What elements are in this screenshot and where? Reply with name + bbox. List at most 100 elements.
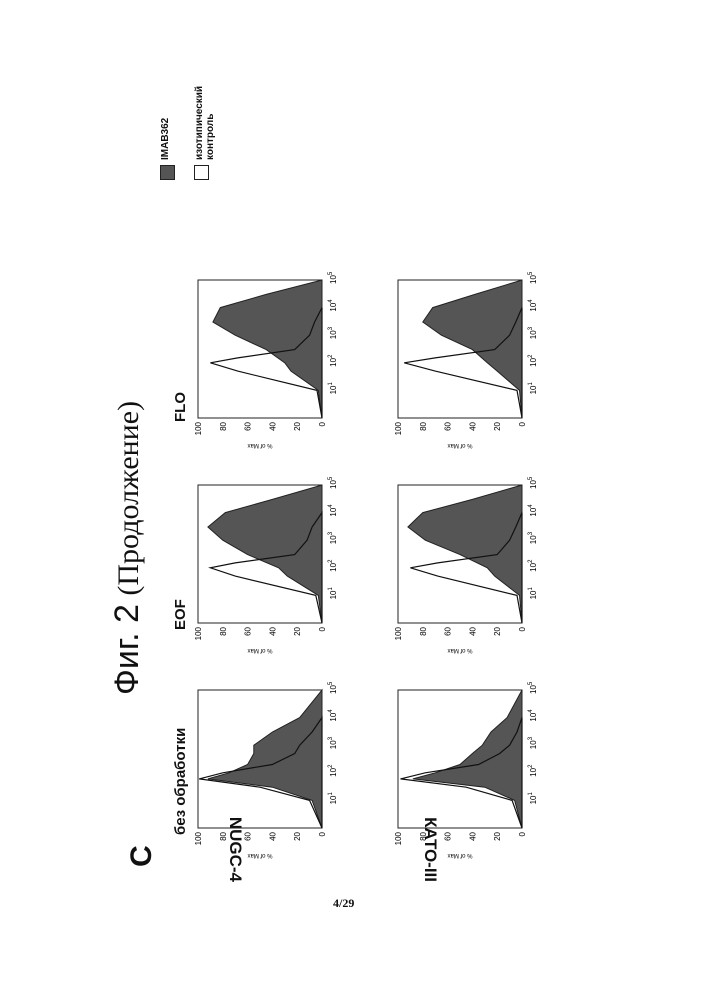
y-tick-label: 40 [468,626,477,635]
x-tick-label: 101 [328,381,338,394]
series-imab362-area [207,484,323,624]
y-tick-label: 100 [194,831,203,845]
y-tick-label: 0 [318,421,327,426]
x-tick-label: 102 [328,354,338,367]
y-tick-label: 60 [444,626,453,635]
x-tick-label: 102 [328,559,338,572]
histogram-nugc4-untreated: 0 20 40 60 80 100 101 102 103 104 105 % of Max [194,681,353,860]
legend-label-imab362: IMAB362 [160,117,171,160]
x-tick-label: 103 [528,736,538,749]
series-isotype-line [199,715,323,829]
series-isotype-line [400,717,523,829]
y-axis-label: % of Max [247,852,272,858]
legend-item-imab362: IMAB362 [160,90,194,180]
x-tick-label: 105 [528,476,538,489]
y-tick-label: 20 [493,831,502,840]
histogram-svg: 0 20 40 60 80 100 101 102 103 104 105 % of Max [394,681,538,858]
y-tick-label: 0 [518,626,527,631]
y-tick-label: 80 [219,421,228,430]
x-tick-label: 103 [328,736,338,749]
x-tick-label: 101 [328,586,338,599]
series-isotype-line [210,307,323,419]
y-tick-label: 40 [268,421,277,430]
series-imab362-area [207,688,323,829]
x-tick-label: 102 [528,559,538,572]
x-tick-label: 101 [528,586,538,599]
y-tick-label: 40 [468,421,477,430]
x-tick-label: 104 [328,504,338,517]
x-tick-label: 104 [528,299,538,312]
x-tick-label: 101 [328,791,338,804]
y-axis-label: % of Max [447,647,472,653]
y-tick-label: 0 [318,626,327,631]
y-tick-label: 20 [293,421,302,430]
y-tick-label: 60 [244,626,253,635]
histogram-svg: 0 20 40 60 80 100 101 102 103 104 105 % of Max [194,476,338,653]
x-tick-label: 103 [528,326,538,339]
y-tick-label: 80 [419,626,428,635]
y-tick-label: 60 [444,421,453,430]
figure-title-sub: (Продолжение) [112,400,145,596]
x-tick-label: 105 [328,476,338,489]
panel-letter: C [125,845,158,867]
histogram-svg: 0 20 40 60 80 100 101 102 103 104 105 % of Max [394,271,538,448]
y-tick-label: 80 [219,831,228,840]
column-label-eof: EOF [172,599,189,630]
x-tick-label: 102 [328,764,338,777]
x-tick-label: 105 [528,271,538,284]
x-tick-label: 105 [328,271,338,284]
y-tick-label: 0 [518,421,527,426]
histogram-kato3-untreated: 0 20 40 60 80 100 101 102 103 104 105 % of Max [394,681,553,860]
y-axis-label: % of Max [447,852,472,858]
y-axis-label: % of Max [247,442,272,448]
y-tick-label: 80 [419,831,428,840]
y-tick-label: 20 [293,831,302,840]
series-imab362-area [212,279,323,419]
histogram-kato3-eof: 0 20 40 60 80 100 101 102 103 104 105 % of Max [394,476,553,655]
y-tick-label: 0 [318,831,327,836]
series-imab362-area [422,279,523,419]
column-label-untreated: без обработки [172,727,189,835]
figure-title-main: Фиг. 2 [108,604,146,695]
y-axis-label: % of Max [247,647,272,653]
x-tick-label: 105 [328,681,338,694]
y-tick-label: 60 [444,831,453,840]
series-imab362-area [412,689,523,829]
y-tick-label: 60 [244,831,253,840]
x-tick-label: 103 [328,326,338,339]
y-tick-label: 100 [194,421,203,435]
histogram-nugc4-eof: 0 20 40 60 80 100 101 102 103 104 105 % of Max [194,476,353,655]
legend-swatch-filled [160,165,175,180]
y-tick-label: 20 [493,421,502,430]
series-isotype-line [208,510,323,624]
x-tick-label: 101 [528,381,538,394]
histogram-svg: 0 20 40 60 80 100 101 102 103 104 105 % of Max [194,681,338,858]
series-isotype-line [404,307,523,419]
histogram-nugc4-flo: 0 20 40 60 80 100 101 102 103 104 105 % of Max [194,271,353,450]
x-tick-label: 102 [528,354,538,367]
legend-item-isotype: изотипический контроль [194,86,228,180]
x-tick-label: 103 [328,531,338,544]
y-tick-label: 40 [468,831,477,840]
histogram-svg: 0 20 40 60 80 100 101 102 103 104 105 % of Max [394,476,538,653]
y-tick-label: 100 [394,626,403,640]
y-tick-label: 100 [394,421,403,435]
y-axis-label: % of Max [447,442,472,448]
x-tick-label: 104 [528,504,538,517]
y-tick-label: 40 [268,626,277,635]
y-tick-label: 80 [419,421,428,430]
histogram-kato3-flo: 0 20 40 60 80 100 101 102 103 104 105 % of Max [394,271,553,450]
x-tick-label: 104 [328,299,338,312]
x-tick-label: 102 [528,764,538,777]
series-imab362-area [407,484,523,624]
histogram-svg: 0 20 40 60 80 100 101 102 103 104 105 % of Max [194,271,338,448]
y-tick-label: 20 [493,626,502,635]
x-tick-label: 103 [528,531,538,544]
y-tick-label: 100 [194,626,203,640]
y-tick-label: 40 [268,831,277,840]
x-tick-label: 101 [528,791,538,804]
page-number: 4/29 [333,896,355,910]
y-tick-label: 100 [394,831,403,845]
series-isotype-line [410,512,523,624]
legend-swatch-open [194,165,209,180]
